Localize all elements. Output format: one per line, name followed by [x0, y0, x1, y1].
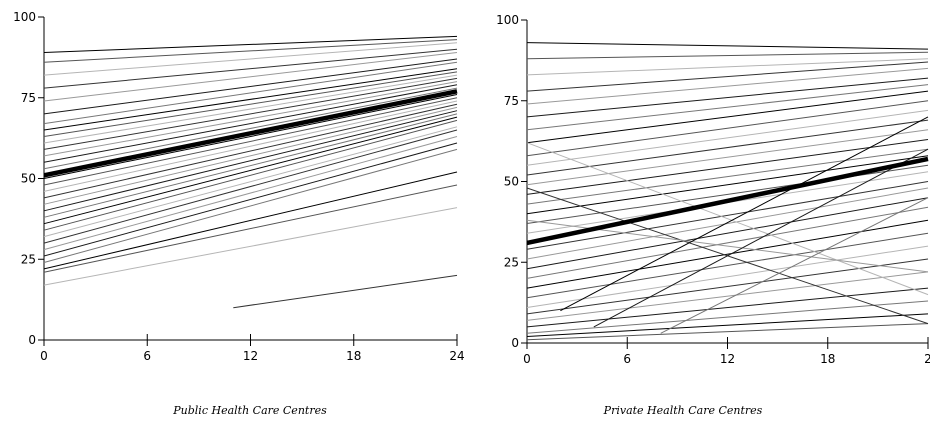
y-tick-label: 25: [21, 252, 36, 266]
series-line: [43, 68, 458, 131]
x-tick-label: 12: [243, 349, 258, 363]
x-tick-label: 24: [449, 349, 464, 363]
x-tick-label: 0: [523, 352, 531, 366]
series-line: [526, 142, 929, 296]
panel-caption: Public Health Care Centres: [172, 404, 327, 417]
series-line: [526, 51, 929, 60]
series-line: [526, 187, 929, 260]
series-line: [233, 274, 458, 309]
series-line: [526, 313, 929, 337]
series-line: [526, 164, 929, 224]
series-line: [526, 67, 929, 105]
series-line: [43, 110, 458, 212]
series-line: [43, 103, 458, 199]
x-tick-label: 6: [623, 352, 631, 366]
series-line: [43, 171, 458, 270]
x-tick-label: 18: [346, 349, 361, 363]
series-line: [43, 126, 458, 238]
x-tick-label: 18: [820, 352, 835, 366]
series-line: [526, 109, 929, 166]
series-line: [43, 116, 458, 225]
series-line: [526, 323, 929, 341]
series-line: [43, 113, 458, 218]
series-line: [660, 197, 929, 334]
y-tick-label: 50: [21, 172, 36, 186]
series-line: [526, 58, 929, 76]
series-line: [526, 181, 929, 250]
series-line: [43, 58, 458, 115]
series-line: [526, 139, 929, 195]
series-line: [43, 74, 458, 144]
x-tick-label: 2: [924, 352, 930, 366]
mean-trajectory-line: [526, 156, 929, 246]
series-line: [43, 94, 458, 179]
series-line: [526, 206, 929, 279]
series-line: [43, 106, 458, 205]
series-line: [43, 207, 458, 286]
series-line: [526, 77, 929, 118]
x-tick-label: 12: [720, 352, 735, 366]
private-centres-panel: 0 25 50 75 100 0 6 12 18 2 Private Health Care Cen…: [496, 13, 930, 417]
series-line: [526, 287, 929, 328]
series-line: [526, 258, 929, 315]
y-tick-label: 0: [511, 336, 519, 350]
series-line: [526, 232, 929, 299]
y-tick-label: 25: [504, 255, 519, 269]
series-line: [526, 148, 929, 205]
series-line: [43, 61, 458, 125]
series-line: [560, 116, 929, 312]
series-line: [43, 42, 458, 76]
series-line: [526, 155, 929, 215]
series-line: [43, 52, 458, 102]
series-line: [593, 148, 929, 328]
series-line: [43, 84, 458, 163]
series-line: [43, 129, 458, 244]
panel-caption: Private Health Care Centres: [603, 404, 763, 417]
y-tick-label: 0: [28, 333, 36, 347]
y-tick-label: 75: [21, 91, 36, 105]
series-line: [43, 100, 458, 192]
series-line: [526, 100, 929, 157]
y-tick-label: 100: [13, 10, 36, 24]
series-line: [526, 61, 929, 92]
public-centres-panel: 0 25 50 75 100 0 6 12 18 24 Public Health Care Cen…: [13, 10, 465, 417]
y-tick-label: 100: [496, 13, 519, 27]
series-line: [43, 77, 458, 150]
series-line: [43, 48, 458, 89]
series-line: [43, 148, 458, 263]
series-line: [43, 71, 458, 137]
series-line: [526, 300, 929, 334]
series-line: [526, 42, 929, 50]
series-line: [526, 197, 929, 270]
series-line: [526, 119, 929, 176]
y-tick-label: 75: [504, 94, 519, 108]
series-line: [526, 271, 929, 321]
x-tick-label: 0: [40, 349, 48, 363]
series-line: [526, 90, 929, 144]
series-line: [43, 184, 458, 273]
x-tick-label: 6: [143, 349, 151, 363]
series-line: [43, 39, 458, 63]
series-line: [526, 245, 929, 308]
series-line: [43, 81, 458, 157]
series-line: [43, 87, 458, 170]
series-line: [43, 142, 458, 257]
series-line: [43, 97, 458, 186]
y-tick-label: 50: [504, 175, 519, 189]
series-line: [43, 119, 458, 231]
series-line: [526, 129, 929, 186]
series-line: [526, 84, 929, 131]
series-line: [43, 136, 458, 251]
mean-trajectory-line: [43, 89, 458, 178]
series-line: [43, 35, 458, 53]
